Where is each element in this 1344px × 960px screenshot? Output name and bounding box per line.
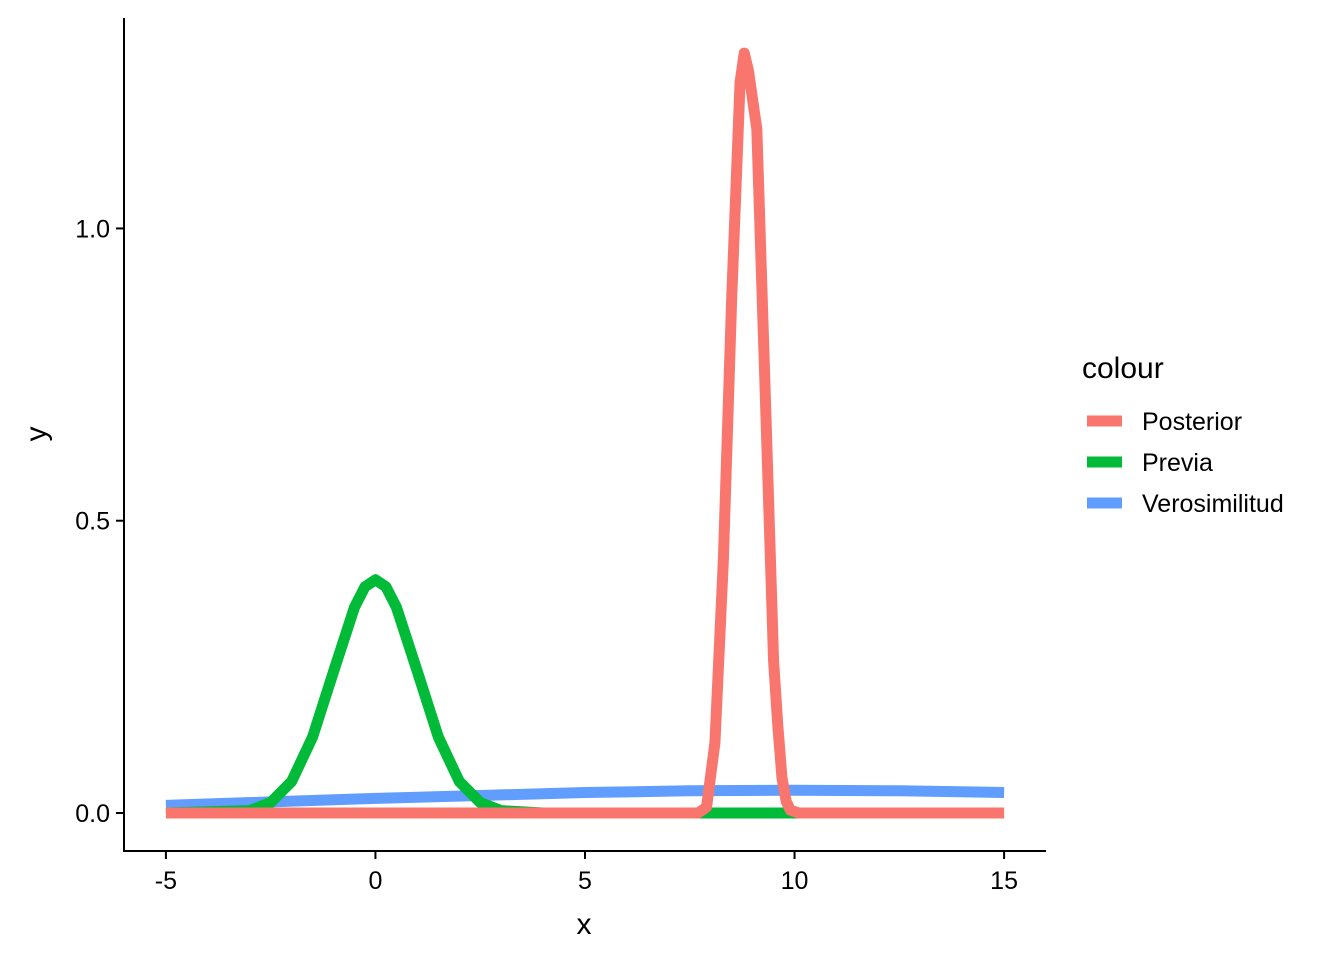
series-line-verosimilitud bbox=[165, 784, 1005, 811]
legend-title: colour bbox=[1082, 352, 1164, 385]
y-tick-label: 1.0 bbox=[75, 215, 110, 243]
x-tick-label: 5 bbox=[578, 867, 592, 895]
x-tick-label: 15 bbox=[990, 867, 1018, 895]
x-tick-label: 10 bbox=[781, 867, 809, 895]
y-tick-label: 0.5 bbox=[75, 508, 110, 536]
plot-lines bbox=[165, 47, 1005, 819]
x-tick-label: 0 bbox=[369, 867, 383, 895]
legend: colour Posterior Previa Verosimilitud bbox=[1082, 352, 1284, 518]
series-line-previa bbox=[165, 574, 1005, 819]
x-axis-ticks: -5 0 5 10 15 bbox=[155, 851, 1018, 895]
legend-label-posterior: Posterior bbox=[1142, 408, 1242, 436]
y-axis-ticks: 0.0 0.5 1.0 bbox=[75, 215, 124, 828]
y-tick-label: 0.0 bbox=[75, 800, 110, 828]
x-tick-label: -5 bbox=[155, 867, 177, 895]
series-line-posterior bbox=[165, 47, 1005, 819]
legend-label-previa: Previa bbox=[1142, 449, 1213, 477]
x-axis-title: x bbox=[577, 908, 592, 941]
y-axis-title: y bbox=[20, 427, 53, 442]
legend-label-verosimilitud: Verosimilitud bbox=[1142, 490, 1284, 518]
